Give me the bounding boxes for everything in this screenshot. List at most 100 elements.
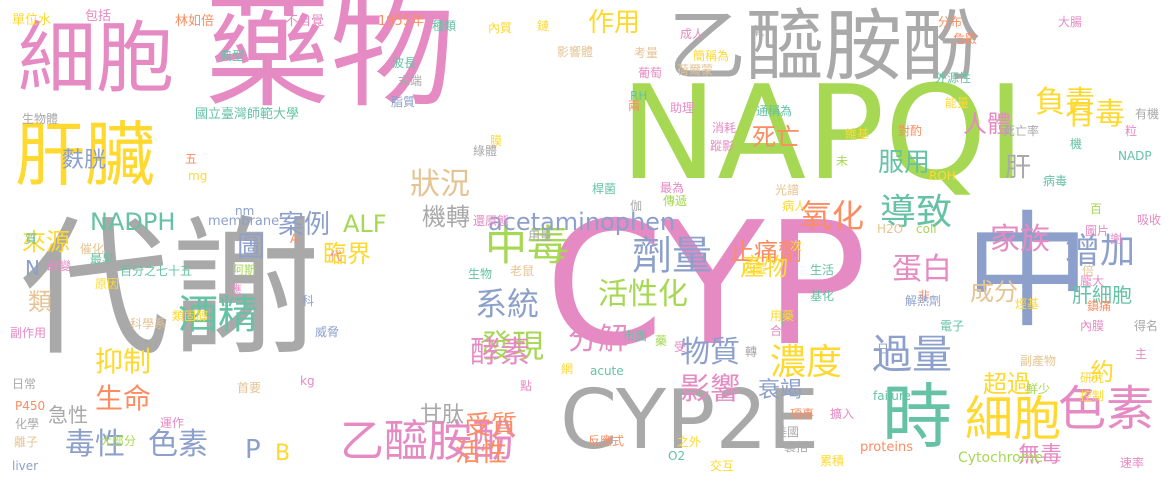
cloud-word: 超過: [983, 370, 1031, 398]
cloud-word: 人體: [963, 110, 1011, 138]
cloud-word: 原因: [95, 277, 120, 291]
cloud-word: 日常: [12, 377, 37, 391]
cloud-word: mg: [188, 169, 208, 183]
cloud-word: 服用: [878, 148, 931, 178]
cloud-word: 百: [1090, 202, 1103, 216]
cloud-word: 項事: [790, 407, 815, 421]
cloud-word: 酵素: [470, 335, 530, 370]
cloud-word: 產物: [740, 253, 788, 281]
cloud-word: 吸收: [1137, 213, 1162, 227]
cloud-word: 催化: [80, 242, 105, 256]
cloud-word: NADPH: [90, 208, 176, 236]
cloud-word: 傳遞: [663, 194, 688, 208]
cloud-word: 大部分: [100, 434, 137, 448]
cloud-word: 蛋白: [892, 252, 952, 287]
cloud-word: 單位水: [12, 13, 52, 28]
cloud-word: P: [245, 435, 261, 465]
cloud-word: 裏括: [784, 440, 809, 454]
cloud-word: 林如倍: [175, 14, 215, 29]
cloud-word: 機: [1070, 137, 1083, 151]
cloud-word: 案例: [278, 210, 331, 240]
cloud-word: 圖片: [1085, 224, 1110, 238]
cloud-word: 類: [28, 288, 52, 316]
cloud-word: 簡稱為: [693, 49, 730, 63]
cloud-word: 臨界: [323, 240, 371, 268]
cloud-word: 未: [836, 154, 849, 168]
cloud-word: 包括: [85, 9, 112, 24]
cloud-word: 圖: [237, 230, 266, 263]
cloud-word: acetaminophen: [488, 208, 676, 236]
cloud-word: 細胞: [965, 391, 1062, 447]
cloud-word: 謝: [1110, 232, 1123, 246]
cloud-word: 匹靈: [743, 262, 768, 276]
cloud-word: 能量: [945, 96, 970, 110]
cloud-word: 劑量: [632, 233, 712, 279]
cloud-word: 兩: [628, 99, 641, 113]
cloud-word: 反應式: [588, 434, 625, 448]
cloud-word: 通稱為: [756, 104, 793, 118]
cloud-word: 桿菌: [592, 182, 617, 196]
cloud-word: 生活: [810, 263, 835, 277]
cloud-word: 生物體: [22, 112, 59, 126]
cloud-word: 發現: [480, 327, 545, 365]
cloud-word: 不自覺: [285, 14, 325, 29]
cloud-word: coli: [916, 222, 937, 236]
cloud-word: 藥: [655, 334, 668, 348]
cloud-word: 受質: [465, 411, 518, 441]
cloud-word: 日: [877, 342, 890, 356]
cloud-word: 綠體: [473, 144, 498, 158]
cloud-word: 肝: [1005, 153, 1032, 183]
cloud-word: 分布: [938, 15, 963, 29]
cloud-word: 網: [561, 362, 574, 376]
cloud-word: 次: [790, 239, 803, 253]
cloud-word: N: [25, 256, 40, 280]
cloud-word: 威脅: [315, 325, 340, 339]
cloud-word: 點: [520, 379, 533, 393]
cloud-word: proteins: [860, 440, 913, 455]
cloud-word: 物質: [680, 335, 740, 370]
cloud-word: 麩胱: [62, 148, 107, 173]
cloud-word: RH: [630, 89, 648, 103]
cloud-word: 受: [674, 340, 687, 354]
cloud-word: 交互: [710, 459, 735, 473]
cloud-word: 百分之七十五: [120, 264, 193, 278]
cloud-word: 影響體: [557, 45, 594, 59]
cloud-word: 轉: [745, 345, 758, 359]
cloud-word: 死亡: [752, 123, 800, 151]
cloud-word: CYP: [545, 186, 868, 384]
cloud-word: 伽: [630, 199, 643, 213]
cloud-word: 最早: [90, 252, 115, 266]
cloud-word: 末端: [398, 74, 423, 88]
cloud-word: 乙醯胺酚: [340, 416, 516, 467]
cloud-word: ROH: [929, 169, 956, 183]
cloud-word: 病毒: [1043, 174, 1068, 188]
cloud-word: 有毒: [1065, 97, 1125, 132]
cloud-word: 毒性: [65, 427, 125, 462]
cloud-word: 脂質: [391, 95, 416, 109]
cloud-word: 鮮少: [1026, 382, 1051, 396]
cloud-word: O2: [668, 449, 686, 463]
cloud-word: 助理: [670, 101, 695, 115]
cloud-word: 肝細胞: [1072, 283, 1132, 307]
cloud-word: 藥物: [205, 0, 455, 125]
cloud-word: 最為: [660, 181, 685, 195]
cloud-word: 肝臟: [15, 114, 155, 196]
cloud-word: 過量: [872, 332, 952, 378]
cloud-word: 考量: [634, 46, 659, 60]
cloud-word: 鎮痛: [1087, 299, 1112, 313]
cloud-word: 系統: [475, 285, 540, 323]
cloud-word: 維基: [845, 127, 870, 141]
cloud-word: 中: [965, 200, 1090, 345]
cloud-word: 市面: [623, 329, 648, 343]
cloud-word: 中毒: [485, 221, 570, 270]
cloud-word: 色素: [1058, 381, 1155, 437]
cloud-word: nm: [235, 204, 255, 218]
cloud-word: 典型: [220, 49, 245, 63]
cloud-word: 蹤影: [710, 139, 735, 153]
cloud-word: 影響: [680, 372, 740, 407]
cloud-word: 衰竭: [758, 378, 803, 403]
cloud-word: failure: [873, 389, 911, 403]
cloud-word: 細胞: [18, 14, 175, 104]
cloud-word: 非: [918, 289, 931, 303]
